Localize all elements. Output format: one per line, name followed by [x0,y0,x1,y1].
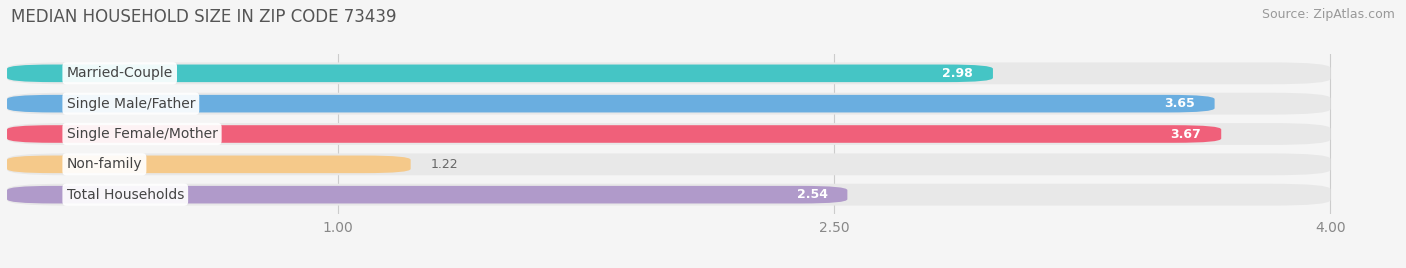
Text: 3.65: 3.65 [1164,97,1195,110]
Text: 1.22: 1.22 [430,158,458,171]
FancyBboxPatch shape [7,155,411,173]
Text: MEDIAN HOUSEHOLD SIZE IN ZIP CODE 73439: MEDIAN HOUSEHOLD SIZE IN ZIP CODE 73439 [11,8,396,26]
FancyBboxPatch shape [7,62,1330,84]
Text: Source: ZipAtlas.com: Source: ZipAtlas.com [1261,8,1395,21]
Text: Single Female/Mother: Single Female/Mother [66,127,218,141]
FancyBboxPatch shape [7,184,1330,206]
FancyBboxPatch shape [7,123,1330,145]
Text: Total Households: Total Households [66,188,184,202]
Text: Married-Couple: Married-Couple [66,66,173,80]
Text: 2.54: 2.54 [797,188,828,201]
FancyBboxPatch shape [7,186,848,203]
FancyBboxPatch shape [7,153,1330,175]
FancyBboxPatch shape [7,65,993,82]
Text: 2.98: 2.98 [942,67,973,80]
Text: Single Male/Father: Single Male/Father [66,97,195,111]
FancyBboxPatch shape [7,125,1222,143]
FancyBboxPatch shape [7,93,1330,115]
FancyBboxPatch shape [7,95,1215,113]
Text: Non-family: Non-family [66,157,142,171]
Text: 3.67: 3.67 [1171,128,1201,140]
